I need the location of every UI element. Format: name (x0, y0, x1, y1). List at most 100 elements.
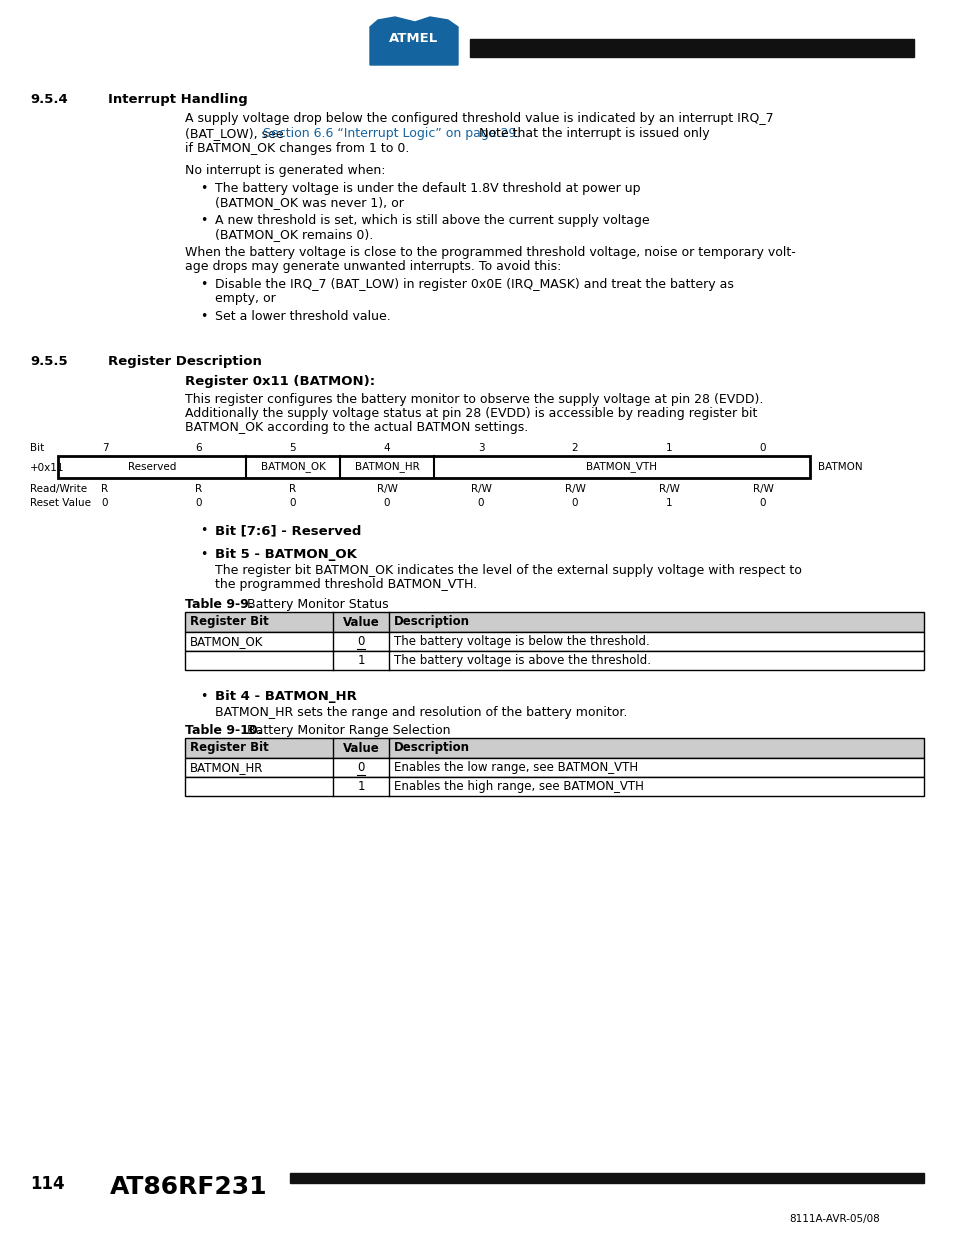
Text: •: • (200, 690, 207, 703)
Text: R/W: R/W (658, 484, 679, 494)
Text: 5: 5 (290, 443, 296, 453)
Text: Set a lower threshold value.: Set a lower threshold value. (214, 310, 391, 324)
Text: 0: 0 (357, 635, 364, 648)
Text: R/W: R/W (752, 484, 773, 494)
Text: Description: Description (394, 741, 470, 755)
Text: 0: 0 (571, 498, 578, 508)
Text: •: • (200, 524, 207, 537)
Text: BATMON_HR sets the range and resolution of the battery monitor.: BATMON_HR sets the range and resolution … (214, 706, 627, 719)
Text: if BATMON_OK changes from 1 to 0.: if BATMON_OK changes from 1 to 0. (185, 142, 409, 156)
Text: No interrupt is generated when:: No interrupt is generated when: (185, 164, 385, 177)
Text: The battery voltage is above the threshold.: The battery voltage is above the thresho… (394, 655, 650, 667)
Text: •: • (200, 548, 207, 561)
Text: 0: 0 (383, 498, 390, 508)
Text: Reset Value: Reset Value (30, 498, 91, 508)
Bar (185, 758, 923, 777)
Text: •: • (200, 182, 207, 195)
Text: Register 0x11 (BATMON):: Register 0x11 (BATMON): (185, 375, 375, 388)
Text: Register Description: Register Description (108, 354, 262, 368)
Text: 0: 0 (195, 498, 202, 508)
Text: Bit 4 - BATMON_HR: Bit 4 - BATMON_HR (214, 690, 356, 703)
Text: Reserved: Reserved (128, 462, 176, 472)
Bar (185, 613, 923, 632)
Text: 1: 1 (665, 498, 672, 508)
Text: •: • (200, 214, 207, 227)
Text: age drops may generate unwanted interrupts. To avoid this:: age drops may generate unwanted interrup… (185, 261, 560, 273)
Text: When the battery voltage is close to the programmed threshold voltage, noise or : When the battery voltage is close to the… (185, 246, 795, 259)
Text: Note that the interrupt is issued only: Note that the interrupt is issued only (475, 127, 709, 140)
Text: BATMON_OK: BATMON_OK (190, 635, 263, 648)
Text: R: R (289, 484, 296, 494)
Text: •: • (200, 278, 207, 291)
Text: Battery Monitor Range Selection: Battery Monitor Range Selection (247, 724, 450, 737)
Text: Bit 5 - BATMON_OK: Bit 5 - BATMON_OK (214, 548, 356, 561)
Text: 0: 0 (357, 761, 364, 774)
Text: 6: 6 (195, 443, 202, 453)
Text: Additionally the supply voltage status at pin 28 (EVDD) is accessible by reading: Additionally the supply voltage status a… (185, 408, 757, 420)
Text: Register Bit: Register Bit (190, 615, 269, 629)
Text: 8111A-AVR-05/08: 8111A-AVR-05/08 (788, 1214, 879, 1224)
Text: 9.5.4: 9.5.4 (30, 93, 68, 106)
Text: 4: 4 (383, 443, 390, 453)
Text: empty, or: empty, or (214, 291, 275, 305)
Bar (185, 739, 923, 758)
Bar (185, 632, 923, 651)
Text: 0: 0 (290, 498, 296, 508)
Text: R: R (195, 484, 202, 494)
Text: 0: 0 (759, 498, 765, 508)
Text: R/W: R/W (564, 484, 585, 494)
Text: Value: Value (342, 615, 379, 629)
Text: Description: Description (394, 615, 470, 629)
Text: Enables the high range, see BATMON_VTH: Enables the high range, see BATMON_VTH (394, 781, 643, 793)
Text: Battery Monitor Status: Battery Monitor Status (247, 598, 388, 611)
Text: 0: 0 (759, 443, 765, 453)
Bar (58, 456, 809, 478)
Text: 114: 114 (30, 1174, 65, 1193)
Text: BATMON_VTH: BATMON_VTH (586, 462, 657, 473)
Text: Table 9-9.: Table 9-9. (185, 598, 253, 611)
Text: R: R (101, 484, 109, 494)
Text: This register configures the battery monitor to observe the supply voltage at pi: This register configures the battery mon… (185, 393, 762, 406)
Text: Read/Write: Read/Write (30, 484, 87, 494)
Bar (470, 40, 913, 57)
Text: Bit: Bit (30, 443, 44, 453)
Text: 1: 1 (665, 443, 672, 453)
Text: Section 6.6 “Interrupt Logic” on page 29.: Section 6.6 “Interrupt Logic” on page 29… (262, 127, 519, 140)
Text: Enables the low range, see BATMON_VTH: Enables the low range, see BATMON_VTH (394, 761, 638, 774)
Bar (290, 1173, 923, 1183)
Text: R/W: R/W (470, 484, 491, 494)
Text: Table 9-10.: Table 9-10. (185, 724, 262, 737)
Text: Bit [7:6] - Reserved: Bit [7:6] - Reserved (214, 524, 361, 537)
Text: 7: 7 (102, 443, 109, 453)
Text: Disable the IRQ_7 (BAT_LOW) in register 0x0E (IRQ_MASK) and treat the battery as: Disable the IRQ_7 (BAT_LOW) in register … (214, 278, 733, 291)
Text: AT86RF231: AT86RF231 (110, 1174, 268, 1199)
Text: 0: 0 (477, 498, 484, 508)
Bar (185, 651, 923, 671)
Text: •: • (200, 310, 207, 324)
Text: ATMEL: ATMEL (389, 32, 438, 44)
Text: the programmed threshold BATMON_VTH.: the programmed threshold BATMON_VTH. (214, 578, 477, 592)
Text: BATMON_HR: BATMON_HR (355, 462, 419, 473)
Text: 9.5.5: 9.5.5 (30, 354, 68, 368)
Text: (BATMON_OK remains 0).: (BATMON_OK remains 0). (214, 228, 373, 241)
Bar (185, 777, 923, 797)
Text: (BAT_LOW), see: (BAT_LOW), see (185, 127, 287, 140)
Text: BATMON: BATMON (817, 462, 862, 472)
Text: BATMON_HR: BATMON_HR (190, 761, 263, 774)
Text: 0: 0 (102, 498, 108, 508)
Text: The battery voltage is below the threshold.: The battery voltage is below the thresho… (394, 635, 649, 648)
Text: +0x11: +0x11 (30, 463, 65, 473)
Text: BATMON_OK: BATMON_OK (260, 462, 325, 473)
Text: The register bit BATMON_OK indicates the level of the external supply voltage wi: The register bit BATMON_OK indicates the… (214, 564, 801, 577)
Text: A supply voltage drop below the configured threshold value is indicated by an in: A supply voltage drop below the configur… (185, 112, 773, 125)
Text: 1: 1 (356, 655, 364, 667)
Text: Interrupt Handling: Interrupt Handling (108, 93, 248, 106)
Text: A new threshold is set, which is still above the current supply voltage: A new threshold is set, which is still a… (214, 214, 649, 227)
Text: Value: Value (342, 741, 379, 755)
Text: 2: 2 (571, 443, 578, 453)
Text: 1: 1 (356, 781, 364, 793)
Text: R/W: R/W (376, 484, 397, 494)
Text: Register Bit: Register Bit (190, 741, 269, 755)
Text: (BATMON_OK was never 1), or: (BATMON_OK was never 1), or (214, 196, 403, 209)
Text: 3: 3 (477, 443, 484, 453)
